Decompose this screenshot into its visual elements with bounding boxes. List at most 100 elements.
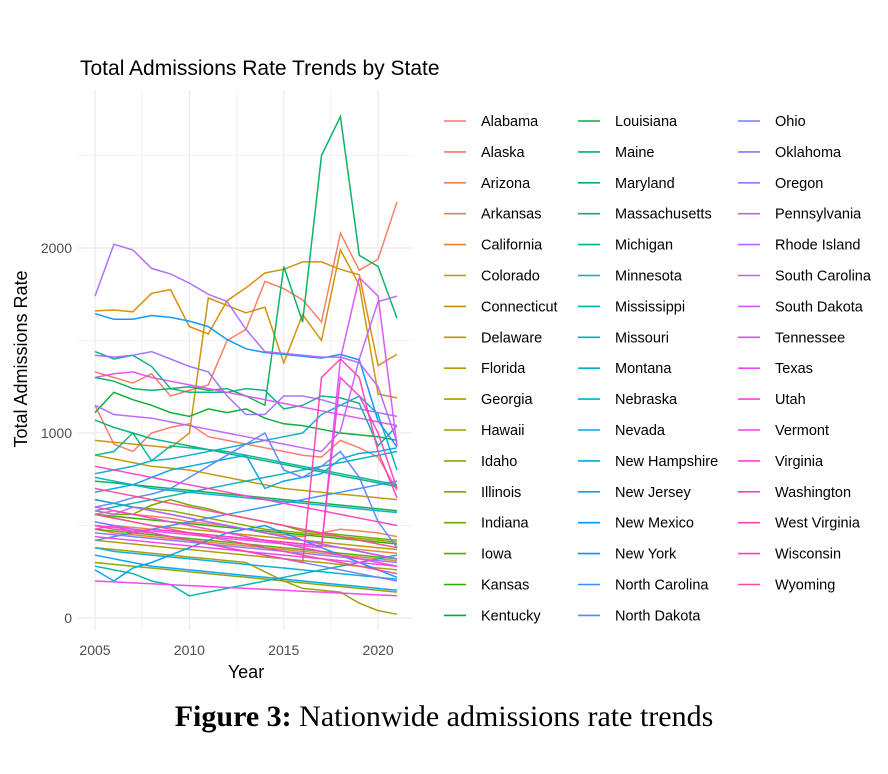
caption-text: Nationwide admissions rate trends [299, 700, 714, 733]
legend-label: Alabama [481, 114, 539, 130]
legend-item: Massachusetts [578, 207, 712, 223]
series-line-nebraska [94, 546, 398, 580]
legend: Alabama Alaska Arizona Arkansas California Co… [444, 114, 872, 624]
axis-tick-labels: 2005 2010 2015 2020 0 1000 2000 [41, 240, 394, 658]
legend-label: Mississippi [615, 299, 685, 315]
legend-label: Nebraska [615, 392, 678, 408]
legend-item: Indiana [444, 516, 530, 532]
legend-label: Kentucky [481, 608, 541, 624]
legend-item: California [444, 238, 543, 254]
legend-label: New Mexico [615, 516, 694, 532]
legend-item: Iowa [444, 547, 513, 563]
legend-item: Delaware [444, 330, 542, 346]
legend-item: Missouri [578, 330, 669, 346]
legend-item: Oregon [738, 176, 823, 192]
legend-item: Louisiana [578, 114, 678, 130]
legend-label: North Dakota [615, 608, 701, 624]
legend-label: Arkansas [481, 207, 541, 223]
series-line-hawaii [94, 546, 398, 616]
legend-item: Kansas [444, 578, 529, 594]
series-line-tennessee [94, 371, 398, 427]
legend-label: Massachusetts [615, 207, 712, 223]
series-line-oklahoma [94, 532, 398, 564]
legend-label: Minnesota [615, 269, 683, 285]
legend-item: Arizona [444, 176, 531, 192]
legend-item: Colorado [444, 269, 540, 285]
legend-label: Rhode Island [775, 238, 860, 254]
legend-label: Vermont [775, 423, 829, 439]
chart-title: Total Admissions Rate Trends by State [80, 57, 440, 80]
series-line-connecticut [94, 247, 398, 449]
legend-label: South Carolina [775, 269, 872, 285]
y-tick-label: 0 [64, 610, 72, 626]
legend-label: Oklahoma [775, 145, 842, 161]
legend-item: Tennessee [738, 330, 845, 346]
legend-label: Maine [615, 145, 655, 161]
legend-label: Texas [775, 361, 813, 377]
legend-item: Maryland [578, 176, 675, 192]
legend-label: Wisconsin [775, 547, 841, 563]
legend-label: Idaho [481, 454, 517, 470]
legend-label: Louisiana [615, 114, 678, 130]
x-tick-label: 2015 [268, 642, 299, 658]
legend-label: Utah [775, 392, 806, 408]
series-line-pennsylvania [94, 243, 398, 443]
legend-label: Ohio [775, 114, 806, 130]
caption-label: Figure 3: [174, 700, 292, 733]
legend-item: Montana [578, 361, 672, 377]
legend-item: Nebraska [578, 392, 678, 408]
legend-label: Iowa [481, 547, 513, 563]
figure-caption: Figure 3: Nationwide admissions rate tre… [0, 700, 888, 734]
legend-item: South Dakota [738, 299, 864, 315]
y-axis-label: Total Admissions Rate [11, 270, 31, 447]
series-line-virginia [94, 375, 398, 547]
legend-label: New York [615, 547, 677, 563]
legend-label: Kansas [481, 578, 529, 594]
chart-container: Total Admissions Rate Trends by State 20… [11, 57, 872, 682]
legend-label: Arizona [481, 176, 531, 192]
legend-item: Georgia [444, 392, 534, 408]
legend-item: Connecticut [444, 299, 558, 315]
legend-label: Nevada [615, 423, 666, 439]
legend-item: North Carolina [578, 578, 709, 594]
series-line-maryland [94, 419, 398, 488]
legend-label: Indiana [481, 516, 530, 532]
series-line-wyoming [94, 487, 398, 549]
x-tick-label: 2010 [174, 642, 205, 658]
line-chart: Total Admissions Rate Trends by State 20… [11, 57, 872, 682]
legend-label: New Hampshire [615, 454, 718, 470]
legend-item: Rhode Island [738, 238, 860, 254]
legend-label: Alaska [481, 145, 525, 161]
legend-label: Oregon [775, 176, 823, 192]
legend-item: Texas [738, 361, 813, 377]
series-line-massachusetts [94, 350, 398, 448]
legend-item: Hawaii [444, 423, 525, 439]
legend-item: Idaho [444, 454, 517, 470]
legend-item: Wyoming [738, 578, 835, 594]
legend-item: Utah [738, 392, 806, 408]
legend-label: Pennsylvania [775, 207, 862, 223]
legend-label: Montana [615, 361, 672, 377]
legend-item: Maine [578, 145, 655, 161]
legend-label: Georgia [481, 392, 534, 408]
y-tick-label: 1000 [41, 425, 72, 441]
legend-item: Vermont [738, 423, 829, 439]
series-line-washington [94, 465, 398, 527]
legend-item: South Carolina [738, 269, 872, 285]
legend-item: North Dakota [578, 608, 701, 624]
x-tick-label: 2005 [79, 642, 110, 658]
legend-label: Hawaii [481, 423, 525, 439]
legend-label: New Jersey [615, 485, 691, 501]
legend-item: Washington [738, 485, 851, 501]
x-axis-label: Year [228, 662, 264, 682]
x-tick-label: 2020 [363, 642, 394, 658]
series-line-kentucky [94, 391, 398, 442]
series-line-north-dakota [94, 431, 398, 549]
legend-label: Virginia [775, 454, 824, 470]
legend-label: Tennessee [775, 330, 845, 346]
legend-item: Nevada [578, 423, 666, 439]
series-line-south-carolina [94, 506, 398, 560]
legend-item: New Hampshire [578, 454, 718, 470]
legend-item: New Mexico [578, 516, 694, 532]
legend-label: North Carolina [615, 578, 709, 594]
